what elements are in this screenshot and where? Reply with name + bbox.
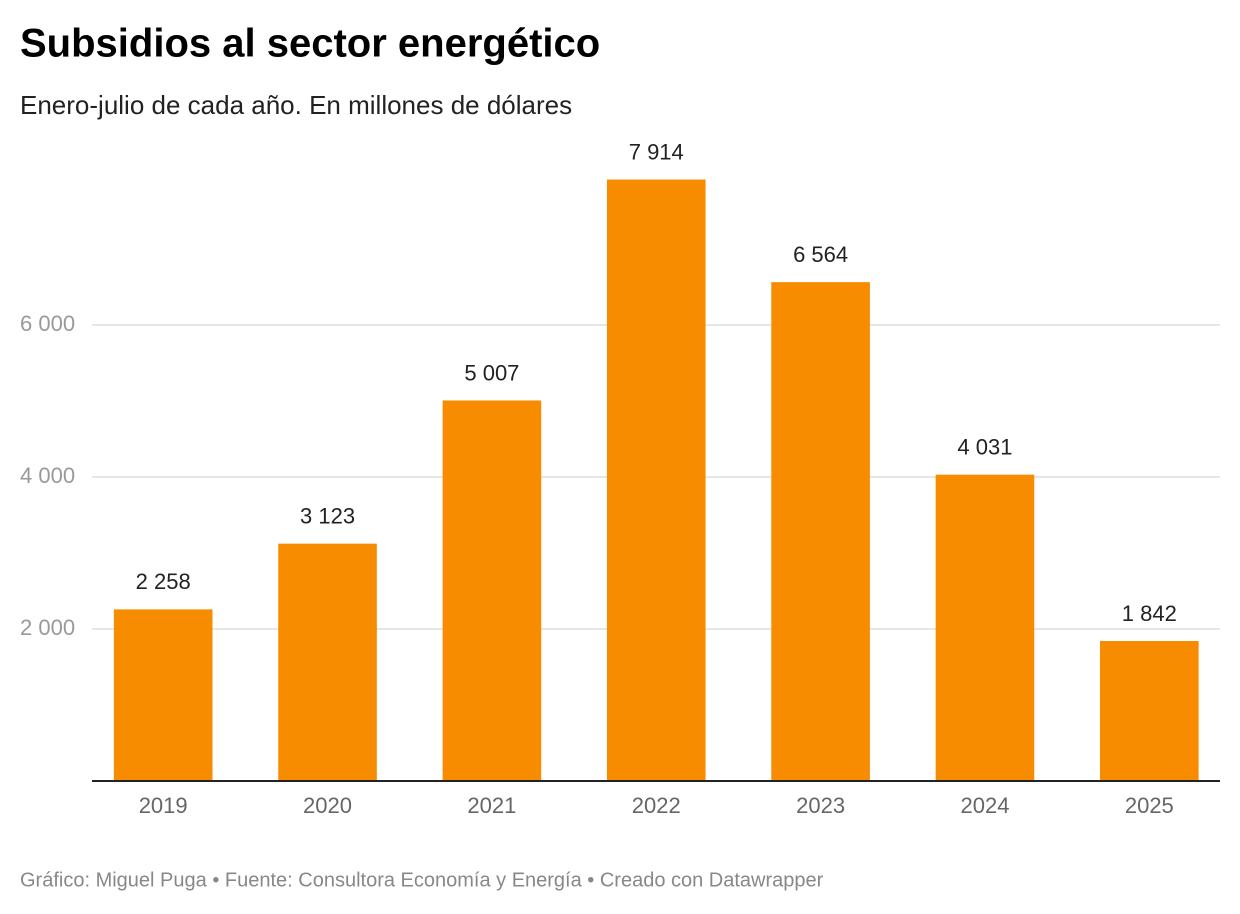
x-tick-label: 2020 [303,793,352,818]
bar [442,400,542,781]
x-tick-label: 2022 [632,793,681,818]
value-label: 6 564 [793,242,848,267]
y-tick-label: 6 000 [20,311,75,336]
chart-subtitle: Enero-julio de cada año. En millones de … [20,90,572,120]
x-tick-label: 2024 [960,793,1009,818]
value-label: 5 007 [464,360,519,385]
bar [278,543,377,781]
x-tick-label: 2025 [1125,793,1174,818]
value-label: 7 914 [629,139,684,164]
bar [935,474,1035,781]
value-label: 2 258 [136,569,191,594]
value-label: 1 842 [1122,601,1177,626]
value-label: 3 123 [300,503,355,528]
x-tick-label: 2021 [467,793,516,818]
footer: Gráfico: Miguel Puga • Fuente: Consultor… [20,869,824,891]
value-label: 4 031 [957,434,1012,459]
bar [771,282,870,781]
x-tick-label: 2019 [139,793,188,818]
x-tick-label: 2023 [796,793,845,818]
y-tick-label: 4 000 [20,463,75,488]
y-tick-label: 2 000 [20,615,75,640]
bar [1100,641,1199,781]
bar [606,179,706,781]
chart-title: Subsidios al sector energético [20,22,600,66]
bar [113,609,213,781]
